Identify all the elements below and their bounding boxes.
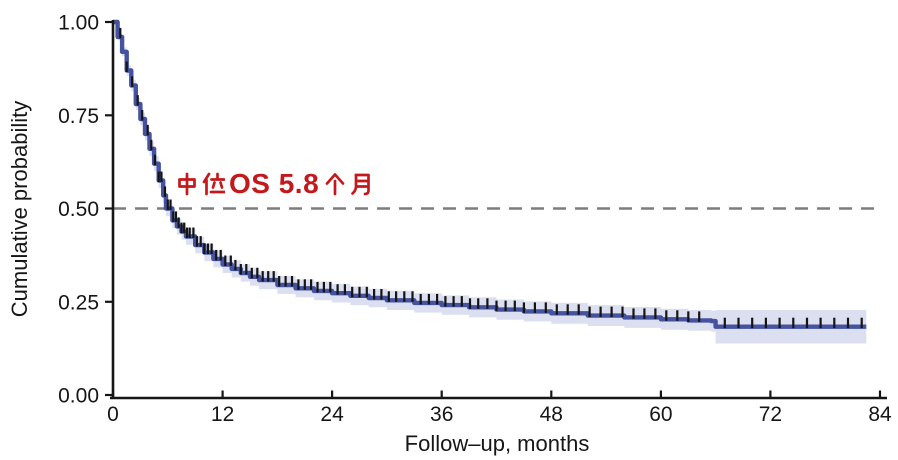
x-tick-label: 0 [107,403,119,426]
x-tick-label: 72 [759,403,782,426]
x-axis-label: Follow–up, months [405,431,590,456]
y-tick-label: 1.00 [58,12,99,35]
cjk-ge-glyph [325,173,345,196]
x-tick-label: 84 [868,403,892,426]
y-tick-label: 0.50 [58,198,99,221]
x-tick-label: 48 [540,403,563,426]
x-tick-label: 24 [320,403,344,426]
plot-generated-layers: 0 12 24 36 48 60 72 84 0.00 0.25 0.50 0.75 1.00 [58,12,892,427]
y-tick-label: 0.25 [58,291,99,314]
cjk-zhong-glyph [178,172,196,196]
cjk-yue-glyph [351,173,371,196]
x-tick-label: 12 [211,403,234,426]
median-os-value: OS 5.8 [229,168,320,199]
y-tick-label: 0.75 [58,105,99,128]
x-tick-label: 36 [430,403,453,426]
y-axis-label: Cumulative probability [7,101,32,317]
cjk-wei-glyph [202,172,225,196]
y-tick-label: 0.00 [58,385,99,408]
median-os-annotation: OS 5.8 [175,168,373,199]
confidence-band [113,20,867,344]
x-tick-label: 60 [649,403,672,426]
